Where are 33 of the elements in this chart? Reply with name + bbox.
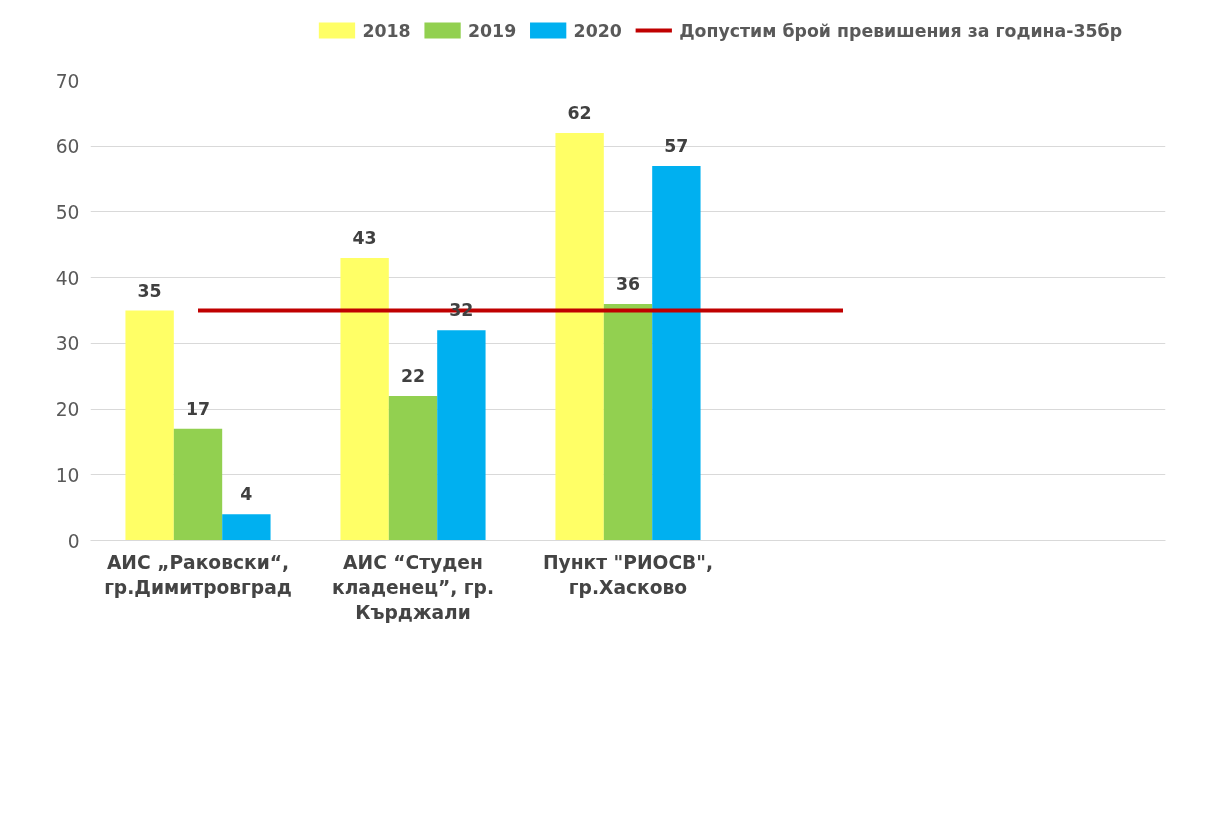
- y-tick-label: 70: [55, 70, 80, 92]
- y-tick-label: 30: [55, 333, 80, 355]
- bar: [388, 395, 438, 541]
- y-tick-label: 20: [55, 399, 80, 421]
- bar: [340, 257, 389, 541]
- y-tick-label: 10: [55, 464, 80, 486]
- data-label: 4: [240, 484, 253, 505]
- x-tick-label: Пункт "РИОСВ", гр.Хасково: [542, 551, 714, 598]
- bar: [437, 330, 486, 541]
- bar: [555, 133, 604, 541]
- bar: [125, 310, 174, 541]
- legend-label: Допустим брой превишения за година-35бр: [679, 20, 1123, 41]
- data-label: 36: [615, 273, 641, 294]
- y-tick-label: 50: [55, 201, 80, 223]
- bar: [603, 303, 653, 541]
- legend-label: 2018: [362, 21, 411, 41]
- data-label: 32: [449, 300, 474, 321]
- y-tick-label: 60: [55, 136, 80, 158]
- y-tick-label: 0: [67, 530, 80, 552]
- y-tick-label: 40: [55, 267, 80, 289]
- legend-label: 2020: [573, 21, 622, 41]
- bar: [222, 514, 271, 541]
- data-label: 17: [185, 398, 211, 419]
- x-tick-label: АИС “Студен кладенец”, гр. Кърджали: [331, 551, 495, 623]
- x-tick-label: АИС „Раковски“, гр.Димитровград: [104, 551, 292, 598]
- data-label: 22: [400, 365, 426, 386]
- data-label: 57: [664, 135, 689, 156]
- data-label: 35: [137, 280, 162, 301]
- bar: [652, 165, 701, 541]
- legend-label: 2019: [467, 21, 517, 41]
- data-label: 43: [352, 227, 377, 248]
- data-label: 62: [567, 103, 592, 124]
- bar: [173, 428, 223, 541]
